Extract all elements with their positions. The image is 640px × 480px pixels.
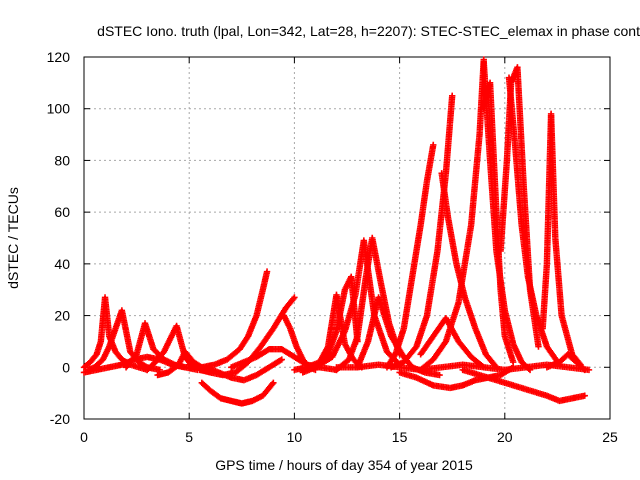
series-30	[543, 351, 588, 374]
data-point	[580, 365, 587, 372]
y-tick-label: 60	[54, 204, 70, 220]
y-axis-title: dSTEC / TECUs	[5, 187, 21, 289]
series-29	[333, 361, 593, 374]
data-point	[581, 392, 588, 399]
data-point	[480, 364, 487, 371]
series-27	[459, 366, 588, 405]
x-tick-label: 5	[185, 429, 193, 445]
series-28	[396, 364, 517, 392]
series-10	[202, 356, 285, 384]
series-25	[505, 74, 563, 368]
y-tick-label: 100	[47, 101, 71, 117]
series-19	[387, 92, 456, 371]
series-2	[85, 307, 163, 374]
series-23	[480, 79, 517, 366]
data-point	[449, 92, 456, 99]
series-15	[312, 237, 403, 371]
x-axis-title: GPS time / hours of day 354 of year 2015	[215, 457, 473, 473]
data-point	[535, 343, 542, 350]
data-point	[290, 295, 297, 302]
y-tick-label: -20	[50, 411, 70, 427]
x-tick-label: 25	[602, 429, 618, 445]
y-tick-label: 0	[62, 359, 70, 375]
y-tick-label: 80	[54, 152, 70, 168]
series-31	[417, 314, 487, 371]
series-group	[80, 56, 593, 407]
data-point	[436, 371, 443, 379]
chart-title: dSTEC Iono. truth (lpal, Lon=342, Lat=28…	[97, 23, 640, 39]
series-18	[383, 141, 437, 371]
data-point	[181, 364, 189, 371]
x-tick-label: 10	[287, 429, 303, 445]
data-point	[479, 363, 486, 370]
data-point	[263, 268, 271, 275]
data-point	[430, 141, 437, 149]
data-point	[269, 380, 276, 388]
series-9	[198, 379, 277, 407]
x-tick-label: 15	[392, 429, 408, 445]
x-tick-labels: 0 5 10 15 20 25	[80, 429, 618, 445]
y-tick-label: 40	[54, 256, 70, 272]
plot-area	[83, 56, 611, 420]
data-point	[278, 356, 285, 363]
data-point	[270, 379, 277, 386]
data-point	[291, 294, 298, 301]
y-tick-labels: -20 0 20 40 60 80 100 120	[47, 49, 71, 427]
tick-marks	[83, 56, 611, 420]
series-26	[539, 110, 584, 368]
x-tick-label: 0	[80, 429, 88, 445]
x-tick-label: 20	[497, 429, 513, 445]
data-point	[581, 366, 588, 374]
y-tick-label: 20	[54, 308, 70, 324]
y-tick-label: 120	[47, 49, 71, 65]
